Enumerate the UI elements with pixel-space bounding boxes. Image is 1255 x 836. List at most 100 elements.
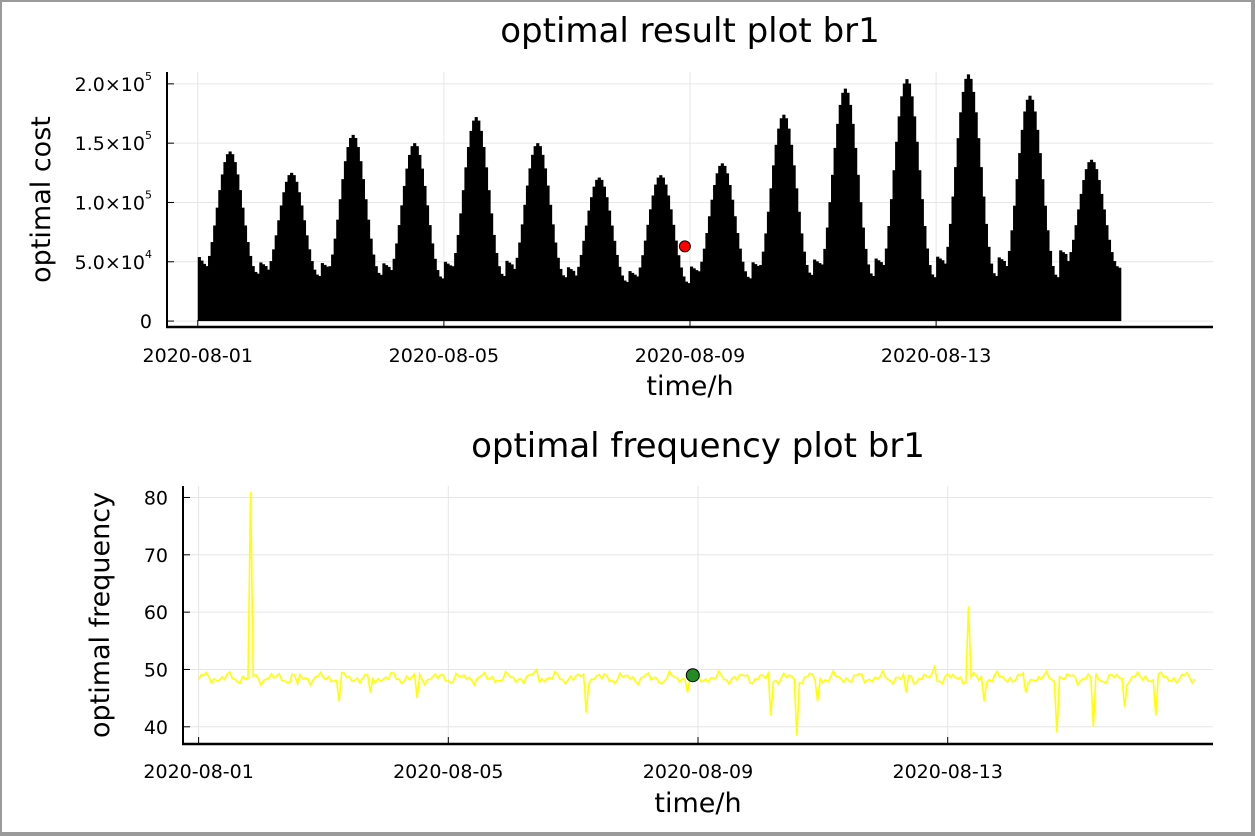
cost-bar [210, 242, 214, 322]
cost-bar [982, 196, 986, 322]
highlight-point [678, 240, 691, 253]
cost-bar [302, 220, 307, 322]
cost-bar [313, 269, 317, 322]
cost-bar [287, 175, 291, 322]
cost-bar [420, 168, 424, 322]
cost-bar [310, 261, 314, 322]
cost-bar [274, 235, 278, 322]
cost-bar [707, 216, 712, 322]
cost-bar [774, 144, 778, 322]
cost-bar [664, 184, 668, 322]
cost-bar [792, 165, 796, 322]
cost-bar [913, 116, 917, 322]
cost-bar [810, 274, 814, 322]
cost-bar [761, 251, 765, 322]
cost-bar [518, 242, 522, 322]
cost-bar [548, 204, 553, 322]
cost-bar [636, 276, 640, 322]
cost-bar [256, 273, 260, 322]
cost-bar [436, 270, 440, 322]
cost-bar [336, 219, 340, 322]
cost-bar [841, 92, 845, 322]
cost-bar [577, 266, 581, 322]
cost-bar [831, 174, 835, 322]
cost-bar [279, 205, 283, 322]
cost-bar [964, 78, 968, 322]
cost-bar [751, 262, 755, 322]
cost-bar [449, 265, 453, 322]
cost-bar [795, 188, 799, 322]
x-tick-label: 2020-08-09 [643, 761, 753, 783]
cost-bar [451, 266, 455, 322]
cost-bar [769, 188, 773, 322]
cost-bar [1023, 111, 1027, 322]
cost-bar [269, 261, 273, 322]
cost-bar [743, 271, 748, 322]
cost-bar [900, 96, 904, 322]
cost-bar [1046, 230, 1050, 322]
cost-bar [243, 225, 248, 322]
cost-bar [1000, 259, 1004, 322]
cost-bar [333, 238, 337, 322]
cost-bar [515, 257, 519, 322]
cost-bar [610, 225, 614, 322]
cost-bar [315, 274, 319, 322]
cost-bar [715, 173, 719, 322]
cost-bar [395, 243, 399, 322]
cost-bar [597, 177, 601, 322]
cost-bar [695, 270, 699, 322]
cost-bar [318, 276, 322, 322]
chart-title: optimal result plot br1 [500, 11, 880, 51]
cost-bar [777, 128, 781, 322]
cost-bar [838, 104, 842, 322]
cost-bar [702, 248, 706, 322]
cost-bar [525, 185, 530, 322]
cost-bar [766, 211, 771, 322]
cost-bar [705, 233, 709, 322]
cost-bar [930, 274, 935, 322]
x-tick-label: 2020-08-05 [393, 761, 503, 783]
cost-bar [538, 146, 542, 322]
cost-bar [833, 147, 837, 322]
cost-bar [200, 260, 204, 322]
cost-bar [569, 269, 573, 322]
cost-bar [607, 210, 612, 322]
cost-bar [292, 175, 296, 322]
cost-bar [674, 240, 678, 322]
cost-bar [1082, 180, 1086, 322]
cost-bar [533, 146, 537, 322]
cost-bar [741, 261, 745, 322]
cost-bar [910, 96, 914, 322]
cost-bar [902, 83, 906, 322]
cost-bar [554, 242, 558, 322]
cost-bar [220, 174, 225, 322]
cost-bar [325, 266, 330, 322]
cost-bar [497, 266, 501, 322]
cost-bar [338, 199, 342, 322]
cost-bar [469, 130, 473, 322]
cost-bar [618, 266, 622, 322]
cost-bar [874, 258, 878, 322]
cost-bar [1089, 159, 1094, 322]
cost-bar [510, 264, 514, 322]
cost-bar [638, 267, 642, 322]
cost-bar [1015, 179, 1019, 322]
cost-bar [438, 276, 442, 322]
chart-title: optimal frequency plot br1 [471, 426, 925, 466]
cost-bar [225, 154, 230, 322]
cost-bar [1079, 193, 1083, 322]
cost-bar [802, 251, 806, 322]
cost-bar [464, 167, 468, 322]
cost-bar [897, 116, 901, 322]
cost-bar [556, 257, 560, 322]
cost-bar [813, 259, 817, 322]
cost-bar [823, 248, 827, 322]
cost-bar [697, 271, 701, 322]
cost-bar [482, 146, 486, 322]
cost-bar [382, 263, 386, 322]
y-axis-label: optimal frequency [85, 492, 116, 738]
cost-bar [236, 174, 240, 322]
cost-bar [228, 151, 232, 322]
cost-bar [848, 104, 853, 322]
cost-bar [487, 190, 491, 322]
